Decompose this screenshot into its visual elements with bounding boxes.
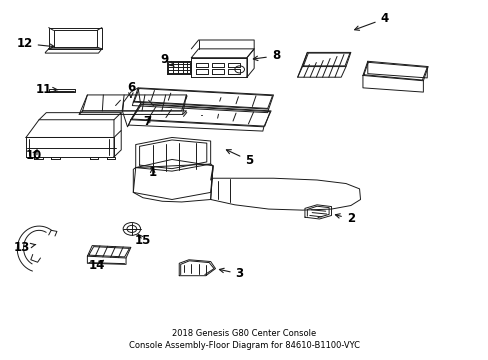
Text: 13: 13 bbox=[14, 241, 36, 254]
Text: 6: 6 bbox=[126, 81, 135, 98]
Text: 1: 1 bbox=[148, 166, 156, 179]
Text: 8: 8 bbox=[253, 49, 280, 62]
Text: 7: 7 bbox=[143, 115, 152, 128]
Text: 3: 3 bbox=[219, 267, 243, 280]
Text: 10: 10 bbox=[26, 149, 42, 162]
Text: 14: 14 bbox=[89, 258, 105, 271]
Text: 4: 4 bbox=[354, 12, 388, 30]
Text: 5: 5 bbox=[226, 150, 253, 167]
Text: 11: 11 bbox=[36, 83, 58, 96]
Text: 2018 Genesis G80 Center Console
Console Assembly-Floor Diagram for 84610-B1100-V: 2018 Genesis G80 Center Console Console … bbox=[129, 329, 359, 350]
Text: 15: 15 bbox=[135, 234, 151, 247]
Text: 9: 9 bbox=[160, 53, 174, 66]
Text: 2: 2 bbox=[335, 212, 354, 225]
Text: 12: 12 bbox=[17, 37, 54, 50]
